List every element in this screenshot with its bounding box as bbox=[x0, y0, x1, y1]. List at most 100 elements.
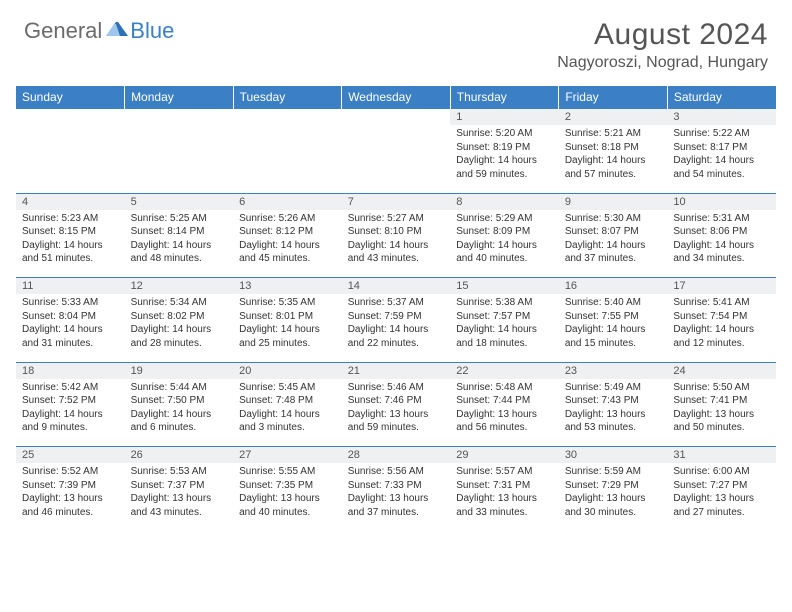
day-number-cell: 10 bbox=[667, 193, 776, 210]
daylight-line: Daylight: 14 hours and 25 minutes. bbox=[239, 323, 336, 350]
daylight-line: Daylight: 14 hours and 51 minutes. bbox=[22, 239, 119, 266]
sunset-line: Sunset: 8:09 PM bbox=[456, 225, 553, 239]
week-number-row: 123 bbox=[16, 109, 776, 126]
day-header: Tuesday bbox=[233, 86, 342, 109]
daylight-line: Daylight: 13 hours and 50 minutes. bbox=[673, 408, 770, 435]
day-detail-cell: Sunrise: 5:45 AMSunset: 7:48 PMDaylight:… bbox=[233, 379, 342, 447]
daylight-line: Daylight: 14 hours and 40 minutes. bbox=[456, 239, 553, 266]
daylight-line: Daylight: 14 hours and 43 minutes. bbox=[348, 239, 445, 266]
sunset-line: Sunset: 7:55 PM bbox=[565, 310, 662, 324]
sunrise-line: Sunrise: 5:46 AM bbox=[348, 381, 445, 395]
daylight-line: Daylight: 13 hours and 53 minutes. bbox=[565, 408, 662, 435]
day-number-cell: 21 bbox=[342, 362, 451, 379]
sunset-line: Sunset: 8:12 PM bbox=[239, 225, 336, 239]
daylight-line: Daylight: 13 hours and 33 minutes. bbox=[456, 492, 553, 519]
sunset-line: Sunset: 7:31 PM bbox=[456, 479, 553, 493]
day-number-cell: 3 bbox=[667, 109, 776, 126]
sunrise-line: Sunrise: 5:21 AM bbox=[565, 127, 662, 141]
daylight-line: Daylight: 14 hours and 54 minutes. bbox=[673, 154, 770, 181]
sunrise-line: Sunrise: 5:37 AM bbox=[348, 296, 445, 310]
week-number-row: 11121314151617 bbox=[16, 278, 776, 295]
day-detail-cell: Sunrise: 5:37 AMSunset: 7:59 PMDaylight:… bbox=[342, 294, 451, 362]
sunrise-line: Sunrise: 5:55 AM bbox=[239, 465, 336, 479]
day-number-cell: 11 bbox=[16, 278, 125, 295]
day-number-cell: 31 bbox=[667, 447, 776, 464]
daylight-line: Daylight: 14 hours and 9 minutes. bbox=[22, 408, 119, 435]
sunrise-line: Sunrise: 5:40 AM bbox=[565, 296, 662, 310]
daylight-line: Daylight: 14 hours and 22 minutes. bbox=[348, 323, 445, 350]
day-detail-cell: Sunrise: 5:41 AMSunset: 7:54 PMDaylight:… bbox=[667, 294, 776, 362]
day-header: Sunday bbox=[16, 86, 125, 109]
sunrise-line: Sunrise: 5:42 AM bbox=[22, 381, 119, 395]
day-header: Wednesday bbox=[342, 86, 451, 109]
day-number-cell bbox=[16, 109, 125, 126]
day-detail-cell: Sunrise: 5:40 AMSunset: 7:55 PMDaylight:… bbox=[559, 294, 668, 362]
sunrise-line: Sunrise: 5:23 AM bbox=[22, 212, 119, 226]
daylight-line: Daylight: 14 hours and 31 minutes. bbox=[22, 323, 119, 350]
week-detail-row: Sunrise: 5:20 AMSunset: 8:19 PMDaylight:… bbox=[16, 125, 776, 193]
day-detail-cell bbox=[16, 125, 125, 193]
day-number-cell: 8 bbox=[450, 193, 559, 210]
week-number-row: 18192021222324 bbox=[16, 362, 776, 379]
day-detail-cell: Sunrise: 5:30 AMSunset: 8:07 PMDaylight:… bbox=[559, 210, 668, 278]
sunrise-line: Sunrise: 5:33 AM bbox=[22, 296, 119, 310]
sunset-line: Sunset: 7:48 PM bbox=[239, 394, 336, 408]
sunset-line: Sunset: 8:18 PM bbox=[565, 141, 662, 155]
header: General Blue August 2024 Nagyoroszi, Nog… bbox=[0, 0, 792, 80]
day-header: Saturday bbox=[667, 86, 776, 109]
day-number-cell: 4 bbox=[16, 193, 125, 210]
day-detail-cell bbox=[342, 125, 451, 193]
daylight-line: Daylight: 14 hours and 45 minutes. bbox=[239, 239, 336, 266]
logo-text-blue: Blue bbox=[130, 18, 174, 44]
day-number-cell: 6 bbox=[233, 193, 342, 210]
day-number-cell: 26 bbox=[125, 447, 234, 464]
sunrise-line: Sunrise: 5:50 AM bbox=[673, 381, 770, 395]
sunrise-line: Sunrise: 5:52 AM bbox=[22, 465, 119, 479]
day-number-cell: 18 bbox=[16, 362, 125, 379]
day-number-cell: 22 bbox=[450, 362, 559, 379]
day-detail-cell: Sunrise: 5:21 AMSunset: 8:18 PMDaylight:… bbox=[559, 125, 668, 193]
day-detail-cell: Sunrise: 5:59 AMSunset: 7:29 PMDaylight:… bbox=[559, 463, 668, 531]
day-detail-cell: Sunrise: 5:25 AMSunset: 8:14 PMDaylight:… bbox=[125, 210, 234, 278]
day-number-cell bbox=[342, 109, 451, 126]
day-detail-cell: Sunrise: 5:26 AMSunset: 8:12 PMDaylight:… bbox=[233, 210, 342, 278]
daylight-line: Daylight: 14 hours and 15 minutes. bbox=[565, 323, 662, 350]
daylight-line: Daylight: 13 hours and 37 minutes. bbox=[348, 492, 445, 519]
calendar-table: SundayMondayTuesdayWednesdayThursdayFrid… bbox=[16, 86, 776, 531]
day-detail-cell: Sunrise: 5:22 AMSunset: 8:17 PMDaylight:… bbox=[667, 125, 776, 193]
sunset-line: Sunset: 7:44 PM bbox=[456, 394, 553, 408]
daylight-line: Daylight: 14 hours and 34 minutes. bbox=[673, 239, 770, 266]
daylight-line: Daylight: 13 hours and 59 minutes. bbox=[348, 408, 445, 435]
sunrise-line: Sunrise: 5:53 AM bbox=[131, 465, 228, 479]
location-label: Nagyoroszi, Nograd, Hungary bbox=[557, 54, 768, 72]
sunrise-line: Sunrise: 5:31 AM bbox=[673, 212, 770, 226]
sunrise-line: Sunrise: 5:20 AM bbox=[456, 127, 553, 141]
day-detail-cell: Sunrise: 5:52 AMSunset: 7:39 PMDaylight:… bbox=[16, 463, 125, 531]
sunrise-line: Sunrise: 5:30 AM bbox=[565, 212, 662, 226]
daylight-line: Daylight: 14 hours and 18 minutes. bbox=[456, 323, 553, 350]
sunrise-line: Sunrise: 5:41 AM bbox=[673, 296, 770, 310]
day-number-cell: 2 bbox=[559, 109, 668, 126]
day-number-cell: 9 bbox=[559, 193, 668, 210]
sunrise-line: Sunrise: 5:44 AM bbox=[131, 381, 228, 395]
sunset-line: Sunset: 7:46 PM bbox=[348, 394, 445, 408]
day-detail-cell bbox=[125, 125, 234, 193]
day-number-cell: 14 bbox=[342, 278, 451, 295]
daylight-line: Daylight: 14 hours and 6 minutes. bbox=[131, 408, 228, 435]
sunset-line: Sunset: 8:04 PM bbox=[22, 310, 119, 324]
sunset-line: Sunset: 7:41 PM bbox=[673, 394, 770, 408]
sunset-line: Sunset: 8:14 PM bbox=[131, 225, 228, 239]
day-number-cell: 20 bbox=[233, 362, 342, 379]
week-detail-row: Sunrise: 5:52 AMSunset: 7:39 PM Daylight:… bbox=[16, 463, 776, 531]
day-detail-cell: Sunrise: 5:35 AMSunset: 8:01 PMDaylight:… bbox=[233, 294, 342, 362]
sunset-line: Sunset: 7:57 PM bbox=[456, 310, 553, 324]
daylight-line: Daylight: 13 hours and 40 minutes. bbox=[239, 492, 336, 519]
day-number-cell bbox=[125, 109, 234, 126]
day-header: Monday bbox=[125, 86, 234, 109]
sunset-line: Sunset: 7:39 PM bbox=[22, 479, 119, 493]
sunset-line: Sunset: 7:54 PM bbox=[673, 310, 770, 324]
daylight-line: Daylight: 13 hours and 27 minutes. bbox=[673, 492, 770, 519]
day-detail-cell: Sunrise: 5:50 AMSunset: 7:41 PMDaylight:… bbox=[667, 379, 776, 447]
day-header: Friday bbox=[559, 86, 668, 109]
day-number-cell: 28 bbox=[342, 447, 451, 464]
